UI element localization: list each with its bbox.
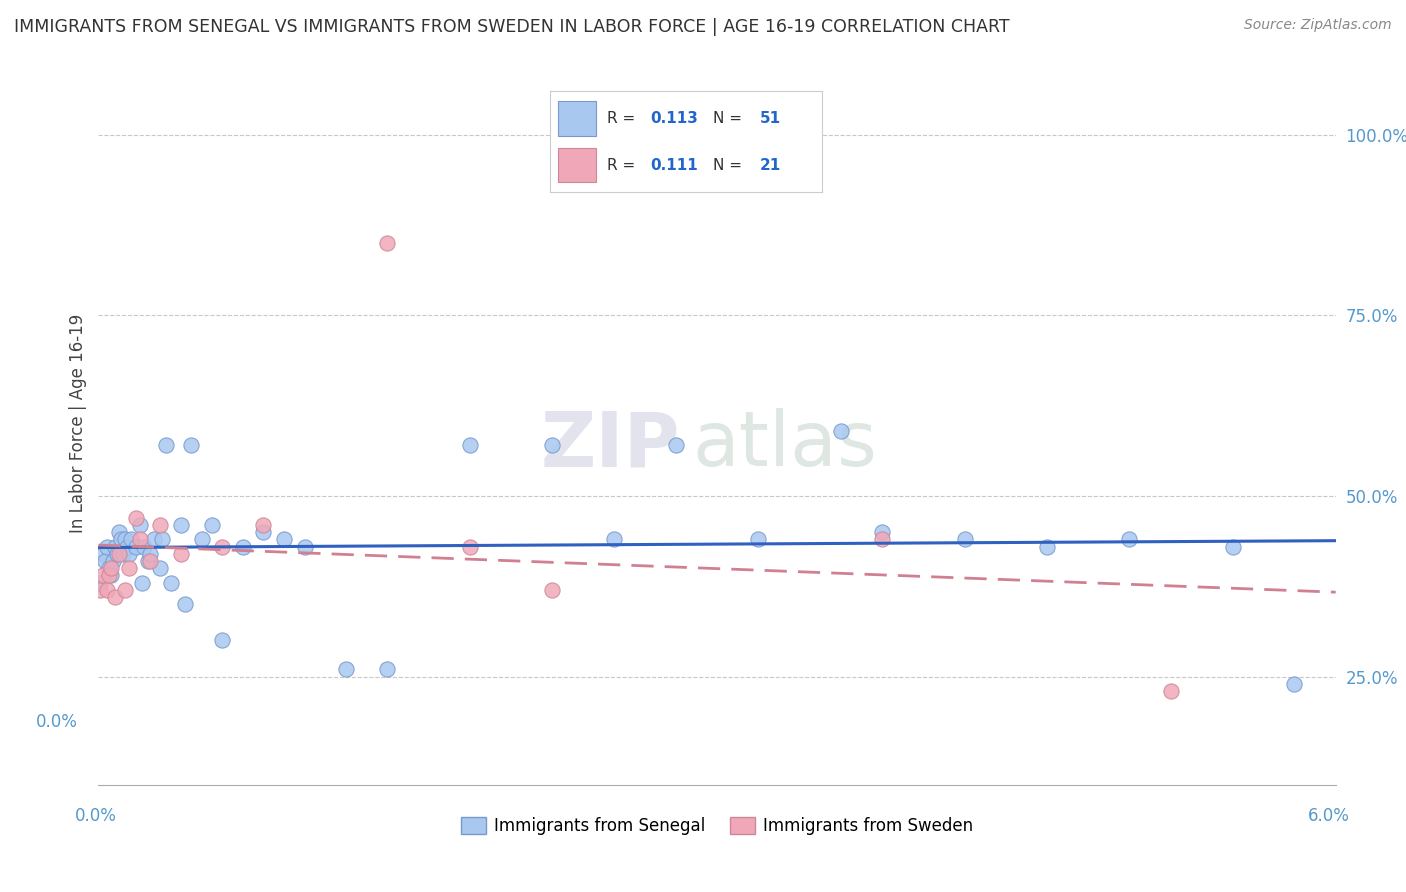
Y-axis label: In Labor Force | Age 16-19: In Labor Force | Age 16-19: [69, 314, 87, 533]
Point: [1284, 677, 1306, 691]
Point: [458, 438, 481, 452]
Point: [101, 554, 124, 568]
Point: [665, 438, 688, 452]
Point: [458, 540, 481, 554]
Point: [201, 517, 224, 532]
Point: [128, 533, 150, 547]
Point: [541, 438, 564, 452]
Text: 6.0%: 6.0%: [1308, 807, 1350, 825]
Point: [110, 533, 132, 547]
Point: [114, 582, 136, 597]
Point: [1036, 540, 1059, 554]
Point: [91, 547, 114, 561]
Point: [89, 575, 111, 590]
Point: [120, 533, 142, 547]
Point: [1222, 540, 1244, 554]
Point: [149, 517, 172, 532]
Text: IMMIGRANTS FROM SENEGAL VS IMMIGRANTS FROM SWEDEN IN LABOR FORCE | AGE 16-19 COR: IMMIGRANTS FROM SENEGAL VS IMMIGRANTS FR…: [14, 18, 1010, 36]
Point: [375, 662, 398, 676]
Point: [136, 554, 159, 568]
Point: [108, 524, 131, 539]
Point: [190, 533, 212, 547]
Point: [112, 547, 135, 561]
Point: [131, 575, 153, 590]
Text: atlas: atlas: [692, 409, 877, 483]
Point: [155, 438, 177, 452]
Point: [124, 540, 146, 554]
Point: [105, 547, 128, 561]
Point: [97, 561, 120, 575]
Point: [139, 547, 162, 561]
Point: [143, 533, 166, 547]
Point: [174, 598, 197, 612]
Point: [114, 533, 136, 547]
Point: [211, 540, 233, 554]
Point: [170, 547, 193, 561]
Point: [118, 561, 141, 575]
Point: [870, 533, 893, 547]
Legend: Immigrants from Senegal, Immigrants from Sweden: Immigrants from Senegal, Immigrants from…: [454, 810, 980, 842]
Point: [117, 540, 139, 554]
Point: [252, 524, 274, 539]
Point: [335, 662, 357, 676]
Point: [139, 554, 162, 568]
Point: [541, 582, 564, 597]
Point: [211, 633, 233, 648]
Text: Source: ZipAtlas.com: Source: ZipAtlas.com: [1244, 18, 1392, 32]
Point: [375, 235, 398, 250]
Point: [96, 582, 118, 597]
Point: [91, 568, 114, 582]
Point: [252, 517, 274, 532]
Point: [93, 554, 115, 568]
Point: [89, 582, 111, 597]
Point: [100, 561, 122, 575]
Point: [100, 568, 122, 582]
Point: [870, 524, 893, 539]
Point: [159, 575, 181, 590]
Point: [232, 540, 254, 554]
Point: [149, 561, 172, 575]
Point: [1118, 533, 1140, 547]
Point: [150, 533, 173, 547]
Point: [830, 424, 852, 438]
Point: [953, 533, 976, 547]
Point: [1160, 684, 1182, 698]
Point: [118, 547, 141, 561]
Point: [132, 540, 155, 554]
Point: [104, 540, 127, 554]
Point: [124, 510, 146, 524]
Point: [273, 533, 295, 547]
Point: [294, 540, 316, 554]
Point: [108, 547, 131, 561]
Text: 0.0%: 0.0%: [75, 807, 117, 825]
Point: [128, 517, 150, 532]
Text: ZIP: ZIP: [540, 409, 681, 483]
Point: [97, 568, 120, 582]
Point: [747, 533, 769, 547]
Point: [603, 533, 626, 547]
Text: 0.0%: 0.0%: [37, 713, 77, 731]
Point: [96, 540, 118, 554]
Point: [104, 590, 127, 604]
Point: [180, 438, 202, 452]
Point: [170, 517, 193, 532]
